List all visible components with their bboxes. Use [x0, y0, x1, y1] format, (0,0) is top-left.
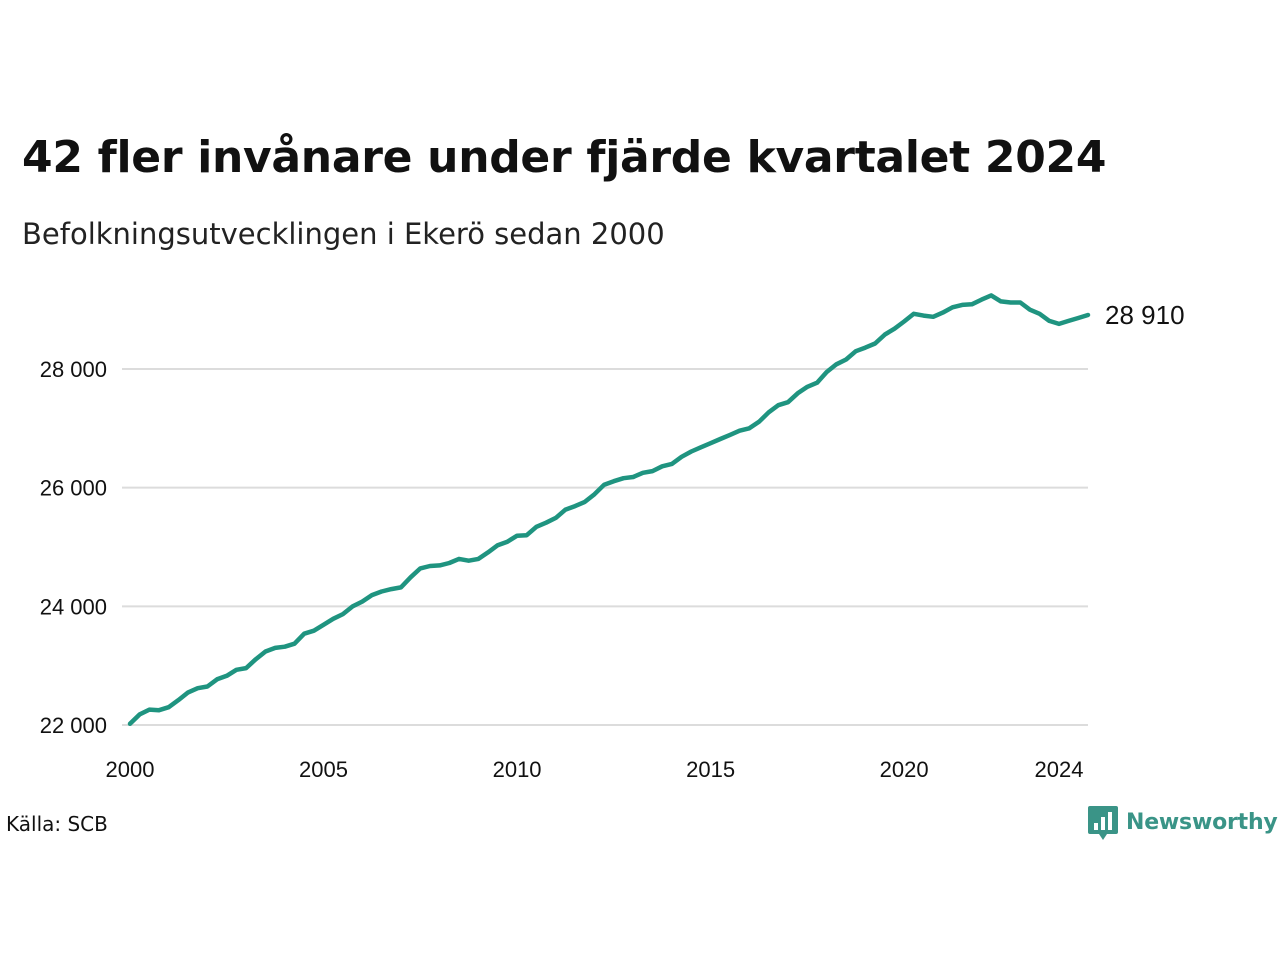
newsworthy-logo-icon: [1088, 806, 1118, 840]
chart-subtitle: Befolkningsutvecklingen i Ekerö sedan 20…: [22, 217, 665, 251]
y-tick-label: 28 000: [40, 357, 107, 382]
x-tick-label: 2024: [1034, 757, 1083, 782]
x-tick-label: 2005: [299, 757, 348, 782]
x-tick-label: 2010: [493, 757, 542, 782]
y-tick-label: 26 000: [40, 476, 107, 501]
source-note: Källa: SCB: [6, 812, 108, 836]
y-axis-tick-labels: 22 000 24 000 26 000 28 000: [40, 357, 107, 738]
chart-title: 42 fler invånare under fjärde kvartalet …: [22, 132, 1107, 183]
x-axis-tick-labels: 2000 2005 2010 2015 2020 2024: [106, 757, 1084, 782]
y-tick-label: 24 000: [40, 594, 107, 619]
end-value-label: 28 910: [1105, 300, 1185, 330]
gridlines: [122, 368, 1088, 727]
x-tick-label: 2020: [880, 757, 929, 782]
y-tick-label: 22 000: [40, 713, 107, 738]
series-line: [127, 293, 1091, 727]
line-chart: 22 000 24 000 26 000 28 000 2000 2005 2010 201…: [40, 293, 1185, 782]
x-tick-label: 2015: [686, 757, 735, 782]
x-tick-label: 2000: [106, 757, 155, 782]
brand-name: Newsworthy: [1126, 809, 1278, 835]
brand-logo: Newsworthy: [1088, 804, 1278, 840]
series-layer: [127, 293, 1091, 727]
